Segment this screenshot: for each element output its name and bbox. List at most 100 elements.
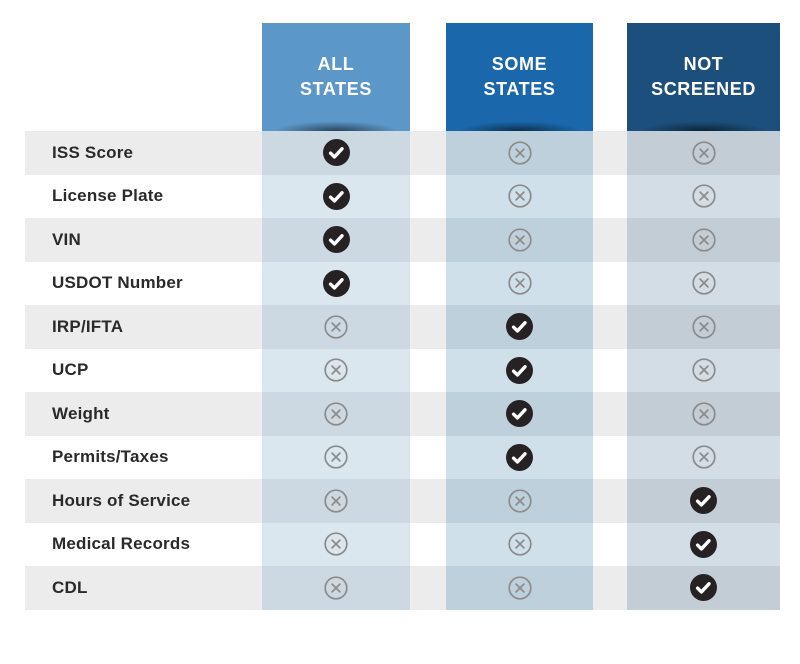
cell-not-screened xyxy=(627,261,780,305)
header-spacer xyxy=(25,23,262,131)
cross-circle-icon xyxy=(691,402,716,426)
column-gap xyxy=(593,436,627,480)
check-circle-icon xyxy=(322,226,350,254)
column-header-not-screened: NOT SCREENED xyxy=(627,23,780,131)
check-circle-icon xyxy=(322,269,350,297)
column-gap xyxy=(593,218,627,262)
cell-some-states xyxy=(446,305,593,349)
cell-some-states xyxy=(446,479,593,523)
column-gap xyxy=(410,479,446,523)
table-row-iss-score: ISS Score xyxy=(25,131,780,175)
cross-circle-icon xyxy=(691,315,716,339)
check-circle-icon xyxy=(506,313,533,341)
cell-all-states xyxy=(262,435,410,479)
cell-all-states xyxy=(262,479,410,523)
cell-all-states xyxy=(262,131,410,175)
row-label: USDOT Number xyxy=(52,273,183,293)
column-gap xyxy=(410,305,446,349)
row-label: Medical Records xyxy=(52,534,191,554)
cell-all-states xyxy=(262,566,410,610)
cell-some-states xyxy=(446,218,593,262)
column-header-label: SOME STATES xyxy=(483,53,556,99)
row-label: CDL xyxy=(52,577,88,597)
column-gap xyxy=(410,262,446,306)
cell-some-states xyxy=(446,522,593,566)
check-circle-icon xyxy=(506,400,533,428)
cross-circle-icon xyxy=(507,576,532,600)
column-gap xyxy=(593,392,627,436)
column-header-label: NOT SCREENED xyxy=(651,53,756,99)
check-circle-icon xyxy=(322,139,350,167)
cross-circle-icon xyxy=(691,445,716,469)
cell-some-states xyxy=(446,131,593,175)
column-gap xyxy=(410,523,446,567)
column-gap xyxy=(410,392,446,436)
row-label: VIN xyxy=(52,229,81,249)
cross-circle-icon xyxy=(507,489,532,513)
cross-circle-icon xyxy=(691,228,716,252)
cross-circle-icon xyxy=(324,489,348,513)
column-gap xyxy=(593,175,627,219)
cell-all-states xyxy=(262,348,410,392)
cell-all-states xyxy=(262,218,410,262)
table-row-ucp: UCP xyxy=(25,348,780,393)
cross-circle-icon xyxy=(324,358,348,382)
cross-circle-icon xyxy=(691,271,716,295)
row-label: License Plate xyxy=(52,186,164,206)
row-label: Hours of Service xyxy=(52,490,191,510)
column-gap xyxy=(410,436,446,480)
check-circle-icon xyxy=(690,487,717,515)
column-gap xyxy=(410,349,446,393)
cell-some-states xyxy=(446,261,593,305)
table-header-row: ALL STATES SOME STATES NOT SCREENED xyxy=(25,23,780,131)
cell-some-states xyxy=(446,174,593,218)
column-gap xyxy=(410,218,446,262)
row-label: Weight xyxy=(52,403,110,423)
column-gap xyxy=(593,262,627,306)
cross-circle-icon xyxy=(507,228,532,252)
check-circle-icon xyxy=(322,182,350,210)
cell-all-states xyxy=(262,174,410,218)
column-gap xyxy=(410,566,446,610)
column-gap xyxy=(593,523,627,567)
column-header-all-states: ALL STATES xyxy=(262,23,410,131)
cross-circle-icon xyxy=(691,141,716,165)
column-gap xyxy=(410,175,446,219)
cell-all-states xyxy=(262,305,410,349)
check-circle-icon xyxy=(506,356,533,384)
cross-circle-icon xyxy=(324,402,348,426)
column-header-label: ALL STATES xyxy=(300,53,372,99)
cross-circle-icon xyxy=(507,271,532,295)
table-row-medical-records: Medical Records xyxy=(25,522,780,567)
column-gap xyxy=(593,131,627,175)
cell-some-states xyxy=(446,435,593,479)
table-row-vin: VIN xyxy=(25,218,780,262)
cell-some-states xyxy=(446,392,593,436)
cell-some-states xyxy=(446,348,593,392)
table-row-cdl: CDL xyxy=(25,566,780,610)
column-gap xyxy=(593,23,627,131)
cell-all-states xyxy=(262,522,410,566)
column-gap xyxy=(593,566,627,610)
row-label: UCP xyxy=(52,360,89,380)
table-row-irp-ifta: IRP/IFTA xyxy=(25,305,780,349)
table-row-permits-taxes: Permits/Taxes xyxy=(25,435,780,480)
table-row-weight: Weight xyxy=(25,392,780,436)
cross-circle-icon xyxy=(507,532,532,556)
check-circle-icon xyxy=(690,574,717,602)
column-gap xyxy=(410,131,446,175)
row-label: ISS Score xyxy=(52,142,134,162)
screening-comparison-table: ALL STATES SOME STATES NOT SCREENED ISS … xyxy=(25,23,780,610)
cell-not-screened xyxy=(627,392,780,436)
column-gap xyxy=(593,305,627,349)
cross-circle-icon xyxy=(507,141,532,165)
check-circle-icon xyxy=(506,443,533,471)
cross-circle-icon xyxy=(691,358,716,382)
column-gap xyxy=(593,479,627,523)
table-row-hours-of-service: Hours of Service xyxy=(25,479,780,523)
cell-not-screened xyxy=(627,566,780,610)
cell-all-states xyxy=(262,261,410,305)
cross-circle-icon xyxy=(324,576,348,600)
row-label: IRP/IFTA xyxy=(52,316,124,336)
cross-circle-icon xyxy=(324,532,348,556)
